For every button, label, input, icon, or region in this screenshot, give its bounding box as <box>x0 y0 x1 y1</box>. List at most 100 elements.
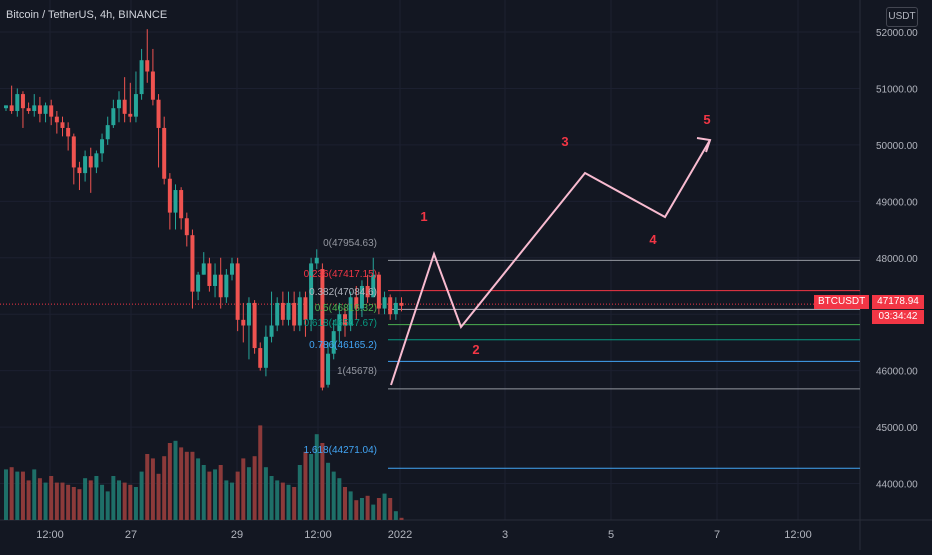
volume-bar <box>167 443 172 520</box>
candle-body <box>337 314 342 332</box>
volume-bar <box>269 476 274 520</box>
candle-body <box>32 105 37 112</box>
time-tick-label: 12:00 <box>36 529 64 541</box>
candle-body <box>292 302 297 326</box>
currency-button[interactable]: USDT <box>886 7 918 27</box>
time-tick-label: 27 <box>125 529 137 541</box>
candle-body <box>343 314 347 326</box>
volume-bar <box>246 467 251 520</box>
candle-body <box>224 274 229 298</box>
candle-body <box>354 297 359 309</box>
volume-bar <box>286 484 291 520</box>
price-tick-label: 46000.00 <box>876 367 918 378</box>
wave-label: 1 <box>420 209 427 224</box>
volume-bar <box>393 511 398 520</box>
volume-bar <box>354 500 359 520</box>
candle-body <box>348 297 353 326</box>
candle-body <box>388 297 393 315</box>
price-tick-label: 48000.00 <box>876 254 918 265</box>
candle-body <box>207 263 212 286</box>
volume-bar <box>331 471 336 520</box>
candle-body <box>145 60 150 72</box>
candle-body <box>190 235 195 292</box>
candle-body <box>150 71 155 100</box>
volume-bar <box>359 498 364 520</box>
volume-bar <box>275 480 280 520</box>
volume-bar <box>122 482 127 520</box>
volume-bar <box>382 493 387 520</box>
volume-bar <box>365 495 370 520</box>
candle-body <box>60 122 65 128</box>
candle-body <box>376 274 381 309</box>
fib-level-label: 0.786(46165.2) <box>309 340 377 351</box>
volume-bar <box>139 471 144 520</box>
volume-bar <box>292 487 297 520</box>
candle-body <box>399 302 404 306</box>
volume-bar <box>230 482 234 520</box>
volume-bar <box>43 482 48 520</box>
candle-body <box>263 336 268 368</box>
volume-bar <box>88 480 93 520</box>
candle-body <box>246 302 251 326</box>
candle-body <box>196 274 201 292</box>
wave-label: 3 <box>561 134 568 149</box>
time-tick-label: 12:00 <box>784 529 812 541</box>
candle-body <box>15 94 20 112</box>
candle-body <box>49 105 54 117</box>
volume-bar <box>54 482 59 520</box>
price-tick-label: 45000.00 <box>876 423 918 434</box>
wave-label: 5 <box>703 112 710 127</box>
volume-bar <box>145 454 150 520</box>
candle-body <box>252 302 257 349</box>
volume-bar <box>128 484 133 520</box>
volume-bar <box>32 469 37 520</box>
volume-bar <box>258 425 263 520</box>
wave-projection-line <box>390 139 711 386</box>
candle-body <box>179 190 184 219</box>
volume-bar <box>348 491 353 520</box>
candle-body <box>43 105 48 114</box>
volume-bar <box>162 456 167 520</box>
volume-bar <box>314 434 319 520</box>
volume-bar <box>263 467 268 520</box>
wave-label: 2 <box>472 342 479 357</box>
candle-body <box>331 331 336 354</box>
time-tick-label: 2022 <box>388 529 412 541</box>
candle-body <box>230 263 234 275</box>
volume-bar <box>399 517 404 520</box>
candle-body <box>309 263 314 320</box>
candle-body <box>286 302 291 320</box>
candle-body <box>88 156 93 168</box>
candle-body <box>314 257 319 264</box>
wave-label: 4 <box>649 232 657 247</box>
time-tick-label: 12:00 <box>304 529 332 541</box>
volume-bar <box>83 478 88 520</box>
candle-body <box>213 274 218 286</box>
candle-body <box>83 156 88 174</box>
fib-level-label: 0.236(47417.15) <box>304 269 377 280</box>
volume-bar <box>218 465 223 520</box>
candle-body <box>241 319 246 326</box>
volume-bar <box>20 471 25 520</box>
volume-bar <box>252 456 257 520</box>
candle-body <box>37 105 42 114</box>
volume-bar <box>150 458 155 520</box>
volume-bar <box>303 451 308 520</box>
candle-body <box>382 297 387 309</box>
chart-title: Bitcoin / TetherUS, 4h, BINANCE <box>6 9 168 21</box>
volume-bar <box>190 451 195 520</box>
volume-bar <box>94 476 99 520</box>
candle-body <box>162 127 167 179</box>
time-tick-label: 29 <box>231 529 243 541</box>
candle-body <box>235 263 240 320</box>
volume-bar <box>213 469 218 520</box>
candle-body <box>94 153 99 168</box>
volume-bar <box>224 480 229 520</box>
volume-bar <box>71 487 76 520</box>
fib-level-label: 1(45678) <box>337 366 377 377</box>
candle-body <box>117 99 121 109</box>
price-tick-label: 44000.00 <box>876 480 918 491</box>
candle-body <box>201 263 206 275</box>
